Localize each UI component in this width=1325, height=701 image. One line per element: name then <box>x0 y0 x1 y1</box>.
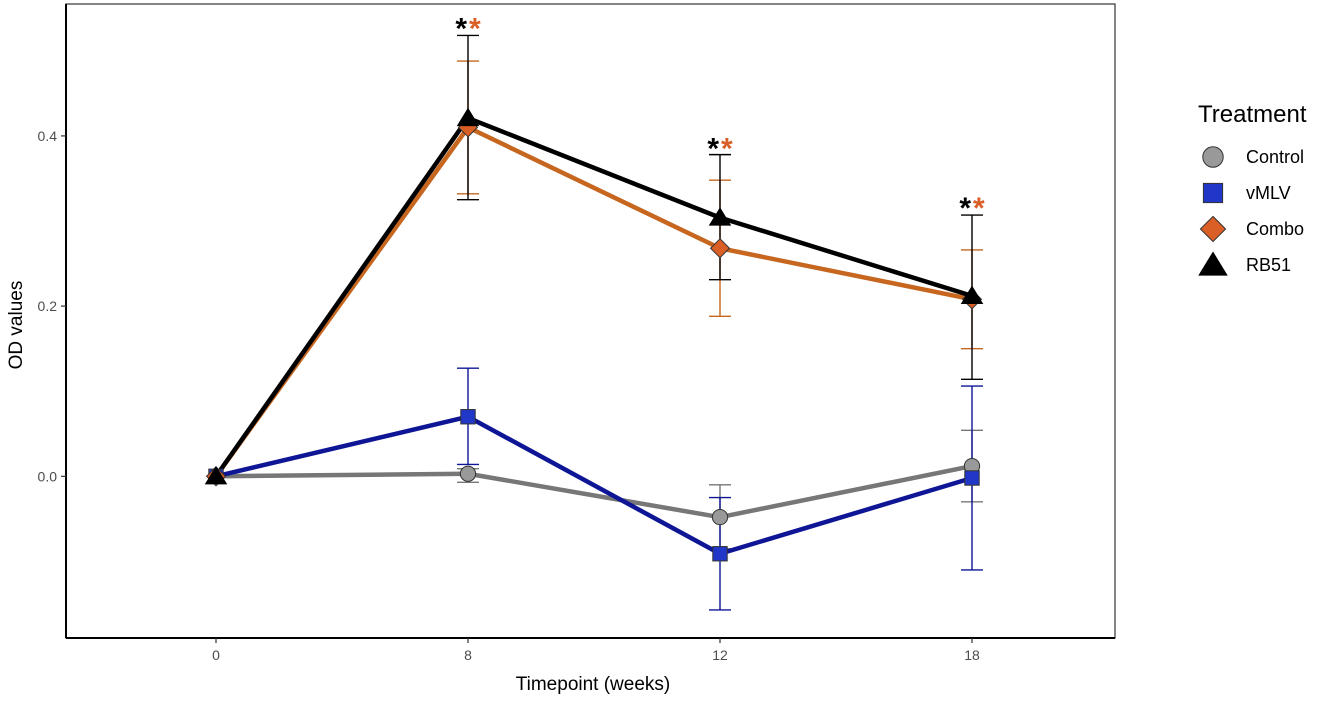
x-tick-label: 0 <box>212 647 220 663</box>
x-axis-title: Timepoint (weeks) <box>516 674 671 695</box>
series-line-control <box>215 463 973 520</box>
significance-star: * <box>973 192 985 225</box>
y-tick-label: 0.4 <box>38 128 58 144</box>
significance-stars: ** <box>455 12 481 45</box>
legend-item-rb51: RB51 <box>1198 251 1291 276</box>
legend-key-vmlv <box>1202 182 1224 204</box>
legend-label: vMLV <box>1246 183 1291 203</box>
series-line-vmlv <box>215 414 973 557</box>
series-line-rb51 <box>214 115 973 478</box>
significance-star: * <box>455 12 467 45</box>
legend-item-vmlv: vMLV <box>1202 182 1291 204</box>
legend-key-control <box>1202 146 1224 168</box>
legend-title: Treatment <box>1198 101 1307 128</box>
significance-star: * <box>721 132 733 165</box>
y-tick-label: 0.2 <box>38 298 58 314</box>
data-point-rb51 <box>960 285 984 304</box>
series-line-combo <box>214 125 973 478</box>
x-tick-label: 8 <box>464 647 472 663</box>
data-point-rb51 <box>204 465 228 485</box>
y-axis-title: OD values <box>6 281 27 370</box>
legend-key-rb51 <box>1198 251 1228 276</box>
data-point-vmlv <box>964 470 980 486</box>
data-point-vmlv <box>460 409 476 425</box>
data-point-control <box>459 465 477 482</box>
significance-stars: ** <box>707 132 733 165</box>
plot-panel-border <box>65 3 1116 639</box>
significance-star: * <box>469 12 481 45</box>
legend-item-combo: Combo <box>1199 215 1304 243</box>
data-point-vmlv <box>712 546 728 562</box>
significance-stars: ** <box>959 192 985 225</box>
x-tick-label: 18 <box>964 647 980 663</box>
legend-key-combo <box>1199 215 1227 243</box>
legend-label: Combo <box>1246 219 1304 239</box>
significance-star: * <box>707 132 719 165</box>
legend-label: RB51 <box>1246 255 1291 275</box>
data-point-rb51 <box>456 107 480 127</box>
y-tick-label: 0.0 <box>38 468 58 484</box>
legend-item-control: Control <box>1202 146 1304 168</box>
x-tick-label: 12 <box>712 647 728 663</box>
data-point-control <box>711 509 729 526</box>
significance-star: * <box>959 192 971 225</box>
data-point-combo <box>709 238 731 259</box>
data-point-rb51 <box>708 207 732 226</box>
legend-label: Control <box>1246 147 1304 167</box>
